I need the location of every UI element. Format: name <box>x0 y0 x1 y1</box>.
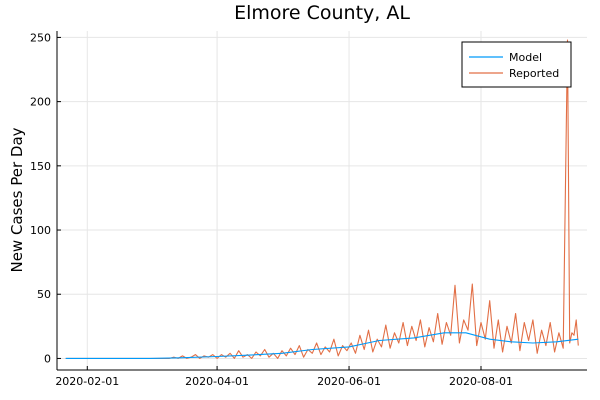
y-tick-label: 150 <box>30 160 51 173</box>
y-tick-label: 250 <box>30 31 51 44</box>
y-axis-label: New Cases Per Day <box>8 127 26 272</box>
y-tick-label: 50 <box>37 288 51 301</box>
x-tick-label: 2020-06-01 <box>317 375 381 388</box>
series-line-model <box>65 332 579 359</box>
legend-label-reported: Reported <box>509 67 559 80</box>
y-tick-label: 200 <box>30 96 51 109</box>
legend-box <box>461 41 572 88</box>
legend: Model Reported <box>461 41 572 88</box>
ticks: 0 50 100 150 200 250 2020-02-01 2020-04-01 2020-… <box>30 31 513 388</box>
y-tick-label: 0 <box>44 352 51 365</box>
x-tick-label: 2020-08-01 <box>449 375 513 388</box>
y-tick-label: 100 <box>30 224 51 237</box>
x-tick-label: 2020-04-01 <box>185 375 249 388</box>
grid <box>57 31 587 370</box>
series-group <box>65 39 579 359</box>
chart-title: Elmore County, AL <box>234 2 410 24</box>
legend-label-model: Model <box>509 51 542 64</box>
x-tick-label: 2020-02-01 <box>55 375 119 388</box>
